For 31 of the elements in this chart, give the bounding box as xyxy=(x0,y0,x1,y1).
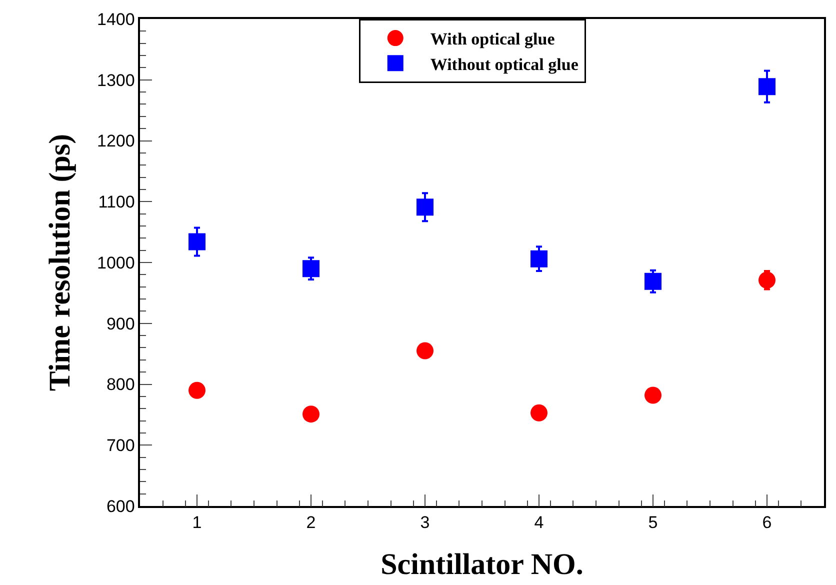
point xyxy=(302,260,320,278)
point xyxy=(758,78,776,96)
x-tick-label: 6 xyxy=(762,513,772,532)
point xyxy=(644,272,662,290)
x-tick-label: 3 xyxy=(420,513,430,532)
legend-label: Without optical glue xyxy=(430,54,579,74)
point xyxy=(644,386,662,404)
y-tick-label: 900 xyxy=(106,314,135,334)
y-tick-label: 1000 xyxy=(97,253,135,272)
y-tick-label: 700 xyxy=(106,436,135,456)
x-tick-label: 5 xyxy=(648,513,658,532)
point xyxy=(416,342,434,360)
point xyxy=(530,250,548,268)
legend-label: With optical glue xyxy=(430,30,556,49)
point xyxy=(530,404,548,422)
y-axis-title: Time resolution (ps) xyxy=(44,134,77,392)
point xyxy=(188,233,206,250)
y-tick-label: 600 xyxy=(106,496,135,516)
x-tick-label: 1 xyxy=(192,513,202,532)
x-axis-title: Scintillator NO. xyxy=(380,548,584,582)
x-tick-label: 2 xyxy=(306,513,316,532)
point xyxy=(416,198,434,216)
y-tick-label: 1100 xyxy=(98,192,135,212)
point xyxy=(758,272,776,289)
x-tick-label: 4 xyxy=(534,513,544,532)
y-tick-label: 1400 xyxy=(97,10,135,29)
y-tick-label: 1300 xyxy=(97,70,135,90)
y-tick-label: 1200 xyxy=(97,132,135,151)
point xyxy=(188,382,206,399)
y-tick-label: 800 xyxy=(106,375,135,394)
point xyxy=(302,406,320,423)
